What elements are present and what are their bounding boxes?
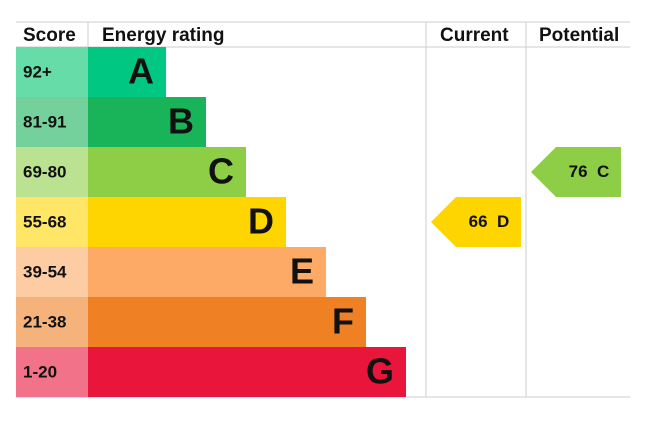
score-range: 92+ <box>23 62 52 81</box>
score-range: 21-38 <box>23 312 66 331</box>
potential-label: 76 C <box>569 162 610 181</box>
rating-letter: C <box>208 151 234 192</box>
score-cell <box>16 297 88 347</box>
header-current: Current <box>440 25 509 46</box>
rating-bar <box>88 197 286 247</box>
rating-letter: A <box>128 51 154 92</box>
score-cell <box>16 147 88 197</box>
score-cell <box>16 47 88 97</box>
rating-bar <box>88 47 166 97</box>
score-cell <box>16 197 88 247</box>
score-range: 69-80 <box>23 162 66 181</box>
rating-letter: D <box>248 201 274 242</box>
current-arrow <box>431 197 521 247</box>
rating-bar <box>88 97 206 147</box>
potential-arrow <box>531 147 621 197</box>
score-range: 39-54 <box>23 262 67 281</box>
potential-score: 76 <box>569 162 588 181</box>
score-cell <box>16 247 88 297</box>
header-rating: Energy rating <box>102 25 224 46</box>
current-label: 66 D <box>469 212 510 231</box>
rating-bar <box>88 147 246 197</box>
rating-letter: B <box>168 101 194 142</box>
potential-band: C <box>597 162 609 181</box>
rating-bar <box>88 247 326 297</box>
score-cell <box>16 97 88 147</box>
current-band: D <box>497 212 509 231</box>
score-range: 1-20 <box>23 362 57 381</box>
header-potential: Potential <box>539 25 619 46</box>
rating-letter: G <box>366 351 394 392</box>
score-range: 81-91 <box>23 112 66 131</box>
score-range: 55-68 <box>23 212 66 231</box>
rating-bar <box>88 297 366 347</box>
header-score: Score <box>23 25 76 46</box>
rating-letter: F <box>332 301 354 342</box>
rating-bar <box>88 347 406 397</box>
score-cell <box>16 347 88 397</box>
rating-letter: E <box>290 251 314 292</box>
current-score: 66 <box>469 212 488 231</box>
